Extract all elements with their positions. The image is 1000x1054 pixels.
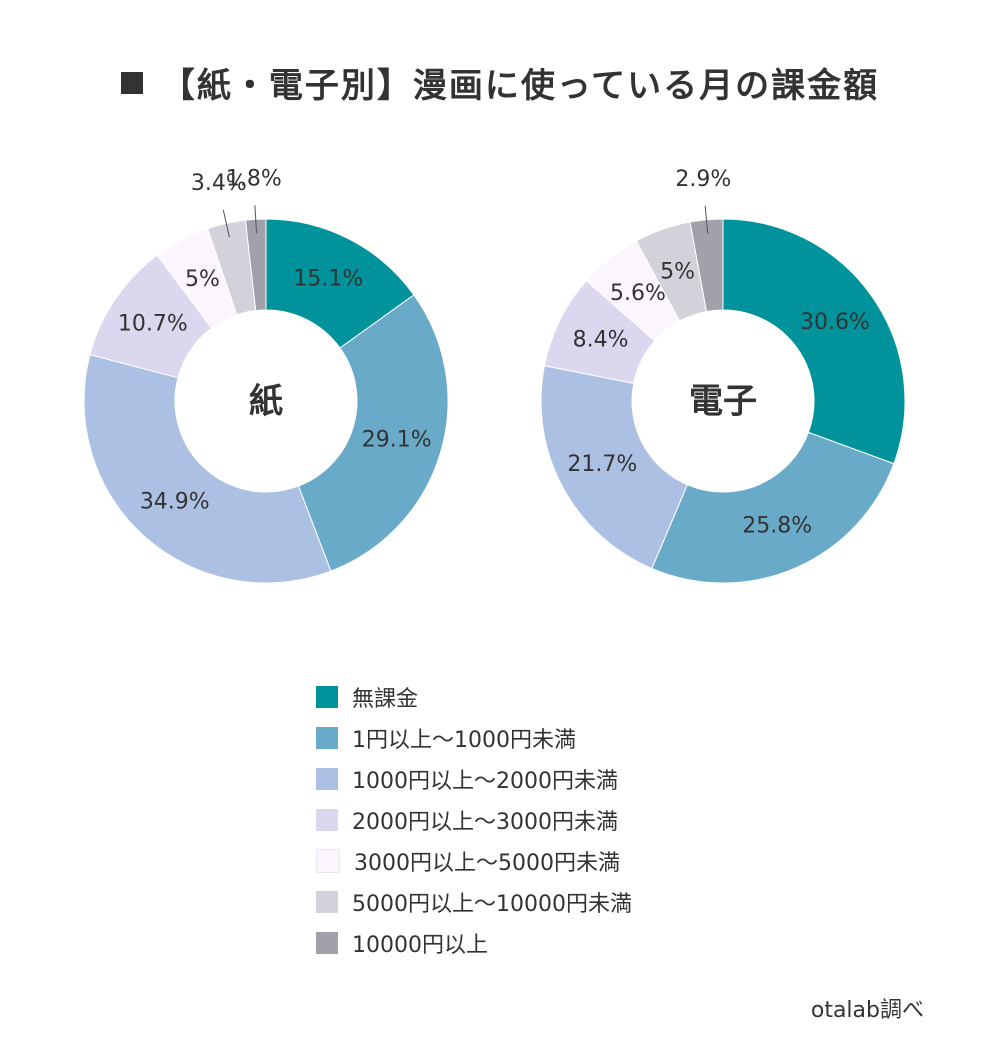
slice-value-label: 5% xyxy=(185,267,220,292)
donut-slice xyxy=(651,431,895,584)
chart-title-text: 【紙・電子別】漫画に使っている月の課金額 xyxy=(160,66,880,106)
donut-chart-1: 30.6% 25.8% 21.7% 8.4% 5.6%5% 2.9% 電子 xyxy=(540,167,906,584)
legend-swatch xyxy=(316,931,338,954)
legend-label: 2000円以上〜3000円未満 xyxy=(352,809,618,835)
chart-title: 【紙・電子別】漫画に使っている月の課金額 xyxy=(0,58,1000,107)
legend-item: 1円以上〜1000円未満 xyxy=(316,717,736,758)
slice-value-label: 25.8% xyxy=(742,513,812,538)
slice-value-label: 5% xyxy=(660,259,695,284)
donut-slice xyxy=(722,218,906,465)
legend-swatch xyxy=(316,767,338,790)
donut-charts: 15.1% 29.1% 34.9% 10.7% 5% 3.4%1.8% 紙 30.6% 25.8… xyxy=(83,166,906,584)
donut-slice xyxy=(689,218,724,313)
slice-value-label: 3.4% xyxy=(191,171,247,196)
legend-label: 10000円以上 xyxy=(352,932,488,958)
leader-line xyxy=(222,209,230,238)
slice-value-label: 15.1% xyxy=(293,267,363,292)
slice-value-label: 2.9% xyxy=(675,167,731,192)
donut-slice xyxy=(540,365,689,570)
legend: 無課金 1円以上〜1000円未満 1000円以上〜2000円未満 2000円以上〜30… xyxy=(316,676,736,963)
donut-slice xyxy=(297,294,449,572)
donut-center-label: 電子 xyxy=(689,382,757,422)
legend-swatch xyxy=(316,726,338,749)
donut-center-label: 紙 xyxy=(249,382,283,422)
legend-swatch xyxy=(316,890,338,913)
title-square-icon xyxy=(120,72,143,94)
legend-swatch xyxy=(316,848,340,873)
slice-value-label: 34.9% xyxy=(140,490,210,515)
legend-item: 5000円以上〜10000円未満 xyxy=(316,881,736,922)
legend-item: 2000円以上〜3000円未満 xyxy=(316,799,736,840)
donut-slice xyxy=(83,354,332,584)
slice-value-label: 1.8% xyxy=(226,166,282,191)
slice-value-label: 21.7% xyxy=(567,452,637,477)
legend-item: 10000円以上 xyxy=(316,922,736,963)
legend-label: 1円以上〜1000円未満 xyxy=(352,727,576,753)
leader-line xyxy=(254,205,258,234)
legend-item: 3000円以上〜5000円未満 xyxy=(316,840,736,881)
legend-label: 1000円以上〜2000円未満 xyxy=(352,768,618,794)
legend-swatch xyxy=(316,808,338,831)
legend-item: 無課金 xyxy=(316,676,736,717)
slice-value-label: 8.4% xyxy=(573,328,629,353)
source-note: otalab調べ xyxy=(810,998,924,1023)
slice-value-label: 30.6% xyxy=(800,310,870,335)
legend-label: 3000円以上〜5000円未満 xyxy=(354,850,620,876)
donut-chart-0: 15.1% 29.1% 34.9% 10.7% 5% 3.4%1.8% 紙 xyxy=(83,166,449,584)
donut-slice xyxy=(265,218,415,349)
leader-line xyxy=(704,205,709,234)
legend-label: 5000円以上〜10000円未満 xyxy=(352,891,632,917)
slice-value-label: 10.7% xyxy=(118,312,188,337)
slice-value-label: 5.6% xyxy=(610,281,666,306)
slice-value-label: 29.1% xyxy=(362,427,432,452)
legend-swatch xyxy=(316,685,338,708)
legend-label: 無課金 xyxy=(352,686,419,712)
legend-item: 1000円以上〜2000円未満 xyxy=(316,758,736,799)
donut-slice xyxy=(244,218,267,312)
